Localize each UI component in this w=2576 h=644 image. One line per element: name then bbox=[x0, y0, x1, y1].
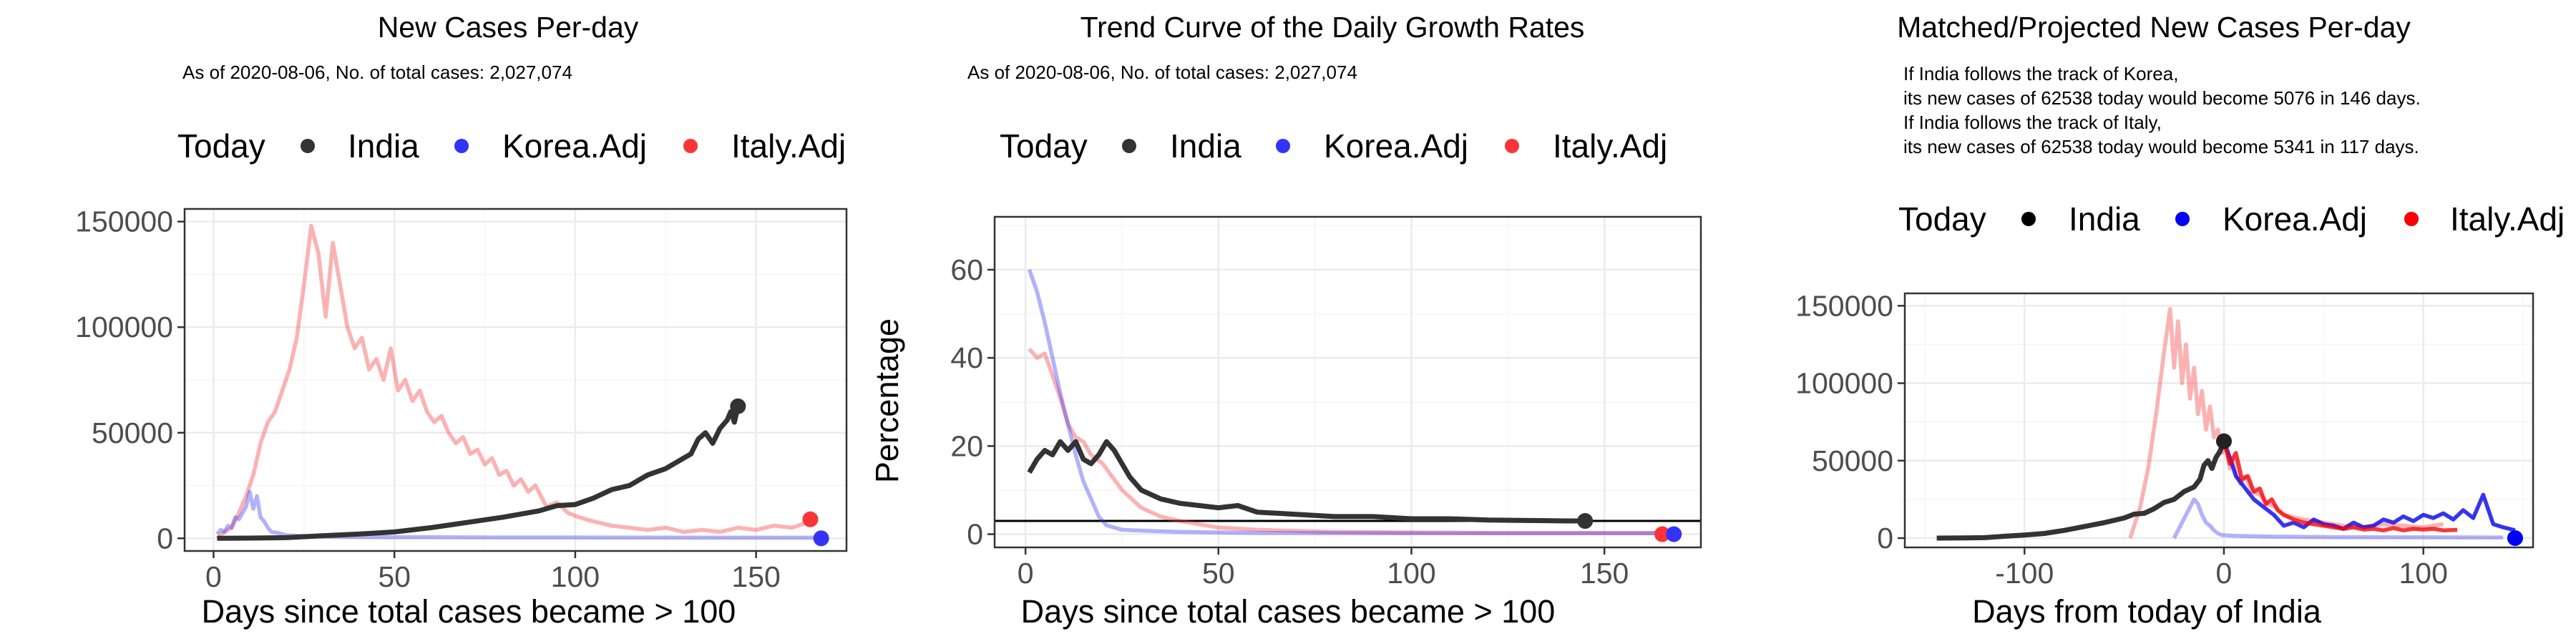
y-tick-label: 0 bbox=[157, 522, 173, 555]
y-tick-label: 0 bbox=[1877, 522, 1893, 555]
x-tick-label: 100 bbox=[2399, 557, 2447, 590]
panel-3-annotation-1: If India follows the track of Korea, bbox=[1903, 63, 2178, 84]
legend-india-label: India bbox=[2069, 200, 2140, 238]
panel-border bbox=[183, 208, 848, 552]
panel-1-legend: Today India Korea.Adj Italy.Adj bbox=[177, 127, 846, 165]
y-tick-label: 50000 bbox=[1812, 444, 1893, 477]
panel-3: Matched/Projected New Cases Per-day If I… bbox=[1795, 11, 2565, 630]
series-line-korea-adj bbox=[2172, 497, 2504, 540]
y-tick-label: 150000 bbox=[1795, 289, 1893, 322]
series-line-italy-adj bbox=[2128, 306, 2444, 539]
panel-3-xlabel: Days from today of India bbox=[1972, 593, 2322, 630]
panel-3-annotation-3: If India follows the track of Italy, bbox=[1903, 112, 2162, 133]
legend-korea-label: Korea.Adj bbox=[1324, 127, 1468, 165]
y-tick-label: 100000 bbox=[1795, 367, 1893, 400]
series-line-korea-adj bbox=[1027, 268, 1674, 536]
series-line-india bbox=[1027, 439, 1586, 524]
legend-italy-label: Italy.Adj bbox=[1553, 127, 1667, 165]
legend-title: Today bbox=[1000, 127, 1088, 165]
y-tick-label: 40 bbox=[950, 341, 983, 374]
legend-india-label: India bbox=[1170, 127, 1241, 165]
y-tick-label: 150000 bbox=[75, 205, 173, 238]
legend-korea-label: Korea.Adj bbox=[2223, 200, 2367, 238]
x-tick-label: 50 bbox=[1202, 557, 1235, 590]
legend-india-marker bbox=[2021, 212, 2036, 226]
today-point-korea-adj bbox=[1666, 526, 1682, 542]
panel-border bbox=[993, 215, 1702, 549]
today-point-korea-adj bbox=[813, 530, 829, 547]
series-line-italy-adj bbox=[1028, 347, 1663, 535]
series-line-korea-adj-projection bbox=[2222, 440, 2516, 532]
panel-3-annotation-4: its new cases of 62538 today would becom… bbox=[1903, 136, 2419, 157]
y-tick-label: 100000 bbox=[75, 311, 173, 343]
y-tick-label: 60 bbox=[950, 253, 983, 286]
panel-2-title: Trend Curve of the Daily Growth Rates bbox=[1080, 11, 1585, 44]
legend-korea-marker bbox=[454, 139, 469, 153]
y-tick-label: 0 bbox=[967, 518, 983, 551]
legend-italy-label: Italy.Adj bbox=[731, 127, 846, 165]
x-tick-label: 0 bbox=[1018, 557, 1034, 590]
panel-2: Trend Curve of the Daily Growth Rates As… bbox=[869, 11, 1702, 630]
panel-1: New Cases Per-day As of 2020-08-06, No. … bbox=[75, 11, 848, 630]
series-line-india bbox=[217, 406, 741, 541]
legend-korea-marker bbox=[1276, 139, 1290, 153]
legend-title: Today bbox=[1898, 200, 1986, 238]
series-line-italy-adj bbox=[215, 223, 811, 540]
panel-1-title: New Cases Per-day bbox=[378, 11, 639, 44]
x-tick-label: 100 bbox=[551, 560, 600, 593]
legend-korea-label: Korea.Adj bbox=[502, 127, 647, 165]
panel-3-plot: -100 0 100 0 50000 100000 150000 bbox=[1795, 289, 2534, 590]
today-point-india bbox=[2215, 433, 2232, 449]
panel-2-xlabel: Days since total cases became > 100 bbox=[1021, 593, 1556, 630]
panel-3-title: Matched/Projected New Cases Per-day bbox=[1897, 11, 2411, 44]
legend-title: Today bbox=[177, 127, 265, 165]
today-point-india bbox=[730, 398, 746, 414]
panel-border bbox=[1903, 292, 2534, 549]
x-tick-label: 0 bbox=[2216, 557, 2233, 590]
legend-india-marker bbox=[301, 139, 315, 153]
legend-italy-label: Italy.Adj bbox=[2450, 200, 2565, 238]
x-tick-label: 150 bbox=[1580, 557, 1629, 590]
panel-1-subtitle: As of 2020-08-06, No. of total cases: 2,… bbox=[182, 62, 572, 83]
panel-3-legend: Today India Korea.Adj Italy.Adj bbox=[1898, 200, 2565, 238]
x-tick-label: 100 bbox=[1387, 557, 1435, 590]
legend-korea-marker bbox=[2175, 212, 2190, 226]
series-line-india bbox=[1936, 440, 2227, 541]
x-tick-label: 150 bbox=[731, 560, 780, 593]
x-tick-label: 50 bbox=[378, 560, 411, 593]
legend-italy-marker bbox=[1505, 139, 1519, 153]
legend-india-marker bbox=[1122, 139, 1136, 153]
series-line-italy-adj-projection bbox=[2222, 440, 2458, 532]
legend-italy-marker bbox=[683, 139, 698, 153]
panel-2-legend: Today India Korea.Adj Italy.Adj bbox=[1000, 127, 1667, 165]
panel-2-subtitle: As of 2020-08-06, No. of total cases: 2,… bbox=[967, 62, 1357, 83]
panel-1-xlabel: Days since total cases became > 100 bbox=[202, 593, 736, 630]
panel-2-ylabel: Percentage bbox=[869, 318, 905, 483]
y-tick-label: 20 bbox=[950, 429, 983, 462]
panel-2-plot: 0 50 100 150 0 20 40 60 bbox=[950, 215, 1702, 590]
legend-india-label: India bbox=[348, 127, 419, 165]
today-point-italy-adj bbox=[802, 511, 819, 527]
x-tick-label: -100 bbox=[1995, 557, 2054, 590]
series-line-korea-adj bbox=[215, 489, 821, 540]
today-point-india bbox=[1577, 513, 1594, 530]
panel-1-plot: 0 50 100 150 0 50000 100000 150000 bbox=[75, 205, 848, 593]
legend-italy-marker bbox=[2404, 212, 2419, 226]
today-point-italy-adj bbox=[1654, 526, 1671, 542]
today-point-korea-adj bbox=[2507, 530, 2523, 547]
y-tick-label: 50000 bbox=[92, 416, 173, 449]
x-tick-label: 0 bbox=[205, 560, 222, 593]
panel-3-annotation-2: its new cases of 62538 today would becom… bbox=[1903, 87, 2421, 109]
